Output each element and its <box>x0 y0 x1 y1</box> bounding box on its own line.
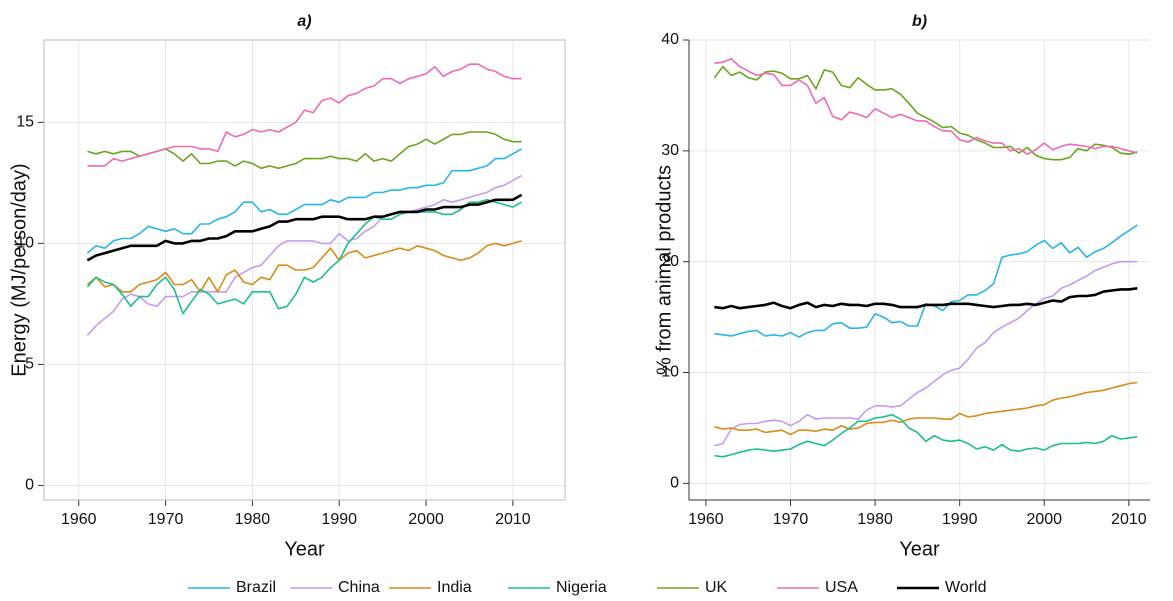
y-tick-label: 40 <box>661 31 679 48</box>
y-tick-label: 10 <box>16 235 34 252</box>
legend-label: Brazil <box>236 579 276 596</box>
x-tick-label: 2010 <box>1111 511 1147 528</box>
series-line <box>87 131 522 170</box>
legend-label: USA <box>825 579 858 596</box>
series-line <box>714 413 1138 458</box>
y-tick-label: 30 <box>661 142 679 159</box>
series-line <box>86 193 523 262</box>
x-tick-label: 1990 <box>942 511 978 528</box>
x-tick-label: 1980 <box>857 511 893 528</box>
legend-label: China <box>338 579 380 596</box>
plot-frame <box>43 39 566 501</box>
y-tick-label: 15 <box>16 114 34 131</box>
chart-title: b) <box>912 13 927 30</box>
series-line <box>714 224 1138 338</box>
x-tick-label: 1960 <box>688 511 724 528</box>
x-tick-label: 2010 <box>495 511 531 528</box>
y-tick-label: 0 <box>670 475 679 492</box>
series-line <box>714 381 1138 436</box>
chart-title: a) <box>297 13 311 30</box>
series-line <box>714 58 1138 155</box>
series-line <box>713 65 1138 161</box>
x-tick-label: 1990 <box>321 511 357 528</box>
x-tick-label: 1970 <box>773 511 809 528</box>
y-tick-label: 20 <box>661 253 679 270</box>
y-axis-label: % from animal products <box>653 165 675 375</box>
y-tick-label: 5 <box>25 356 34 373</box>
y-tick-label: 0 <box>25 477 34 494</box>
series-line <box>714 287 1138 310</box>
legend-label: India <box>437 579 472 596</box>
series-line <box>87 63 522 167</box>
x-tick-label: 2000 <box>1026 511 1062 528</box>
legend-label: Nigeria <box>556 579 607 596</box>
x-tick-label: 1970 <box>148 511 184 528</box>
series-line <box>714 260 1138 447</box>
x-axis-label: Year <box>284 538 325 560</box>
series-line <box>86 240 522 293</box>
x-tick-label: 1980 <box>235 511 271 528</box>
legend-label: World <box>945 579 987 596</box>
y-tick-label: 10 <box>661 364 679 381</box>
legend-label: UK <box>705 579 728 596</box>
x-tick-label: 1960 <box>61 511 97 528</box>
x-axis-label: Year <box>899 538 940 560</box>
x-tick-label: 2000 <box>408 511 444 528</box>
y-axis-label: Energy (MJ/person/day) <box>8 163 30 376</box>
series-line <box>86 148 522 254</box>
series-line <box>86 199 522 315</box>
series-line <box>86 174 522 336</box>
